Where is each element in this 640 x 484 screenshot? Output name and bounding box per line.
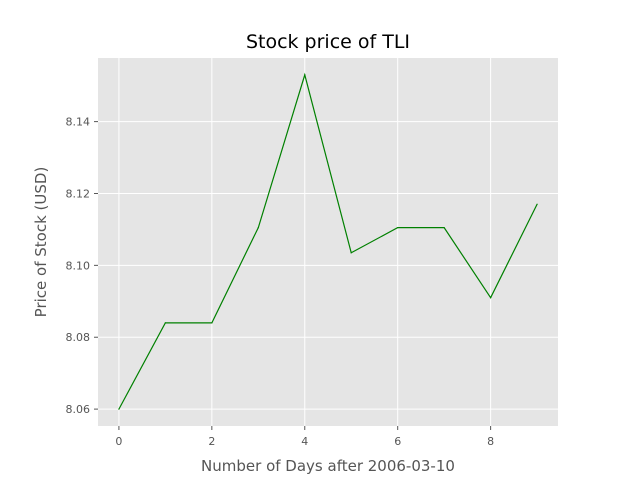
- data-point: [350, 252, 352, 254]
- chart-title: Stock price of TLI: [246, 31, 410, 53]
- data-point: [443, 227, 445, 229]
- y-tick-label: 8.06: [66, 403, 91, 416]
- data-point: [490, 297, 492, 299]
- data-point: [397, 227, 399, 229]
- x-tick-label: 2: [208, 435, 215, 448]
- grid: [98, 58, 558, 426]
- x-axis-ticks: 0 2 4 6 8: [115, 426, 494, 448]
- y-axis-label: Price of Stock (USD): [32, 167, 50, 318]
- y-tick-label: 8.12: [66, 187, 91, 200]
- plot-area: [98, 58, 558, 426]
- x-tick-label: 8: [487, 435, 494, 448]
- data-point: [304, 74, 306, 76]
- data-point: [536, 203, 538, 205]
- x-tick-label: 4: [301, 435, 308, 448]
- x-tick-label: 0: [115, 435, 122, 448]
- y-tick-label: 8.10: [66, 259, 91, 272]
- y-axis-ticks: 8.06 8.08 8.10 8.12 8.14: [66, 116, 98, 416]
- x-tick-label: 6: [394, 435, 401, 448]
- data-point: [164, 322, 166, 324]
- data-point: [211, 322, 213, 324]
- x-axis-label: Number of Days after 2006-03-10: [201, 457, 455, 475]
- series-layer: [118, 72, 538, 410]
- series-line-0: [118, 72, 538, 410]
- data-point: [118, 408, 120, 410]
- data-point: [257, 227, 259, 229]
- y-tick-label: 8.14: [66, 116, 91, 129]
- y-tick-label: 8.08: [66, 331, 91, 344]
